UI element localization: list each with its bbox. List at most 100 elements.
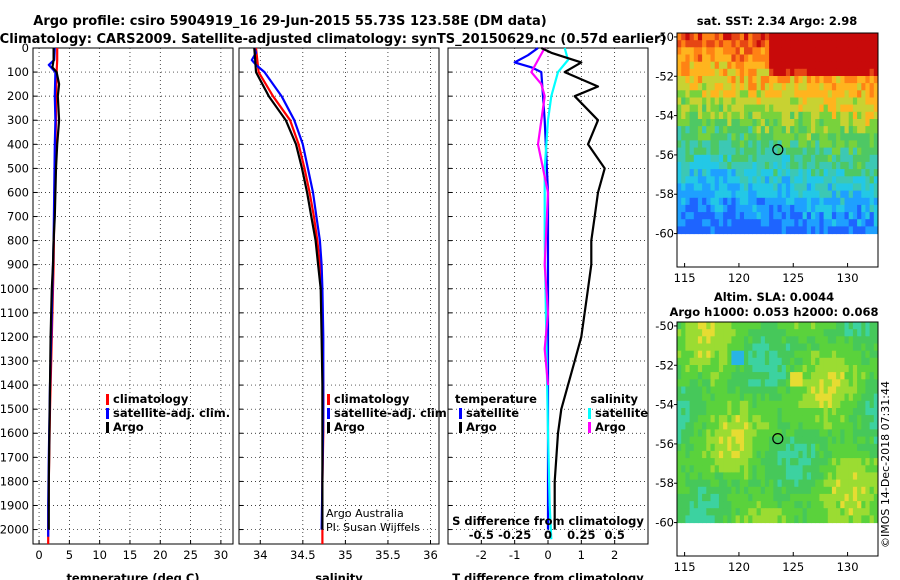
sla_map-cell	[760, 379, 766, 387]
sst_map-cell	[857, 119, 862, 127]
sla_map-cell	[840, 386, 845, 395]
sst_map-cell	[811, 226, 816, 235]
sla_map-cell	[756, 443, 762, 452]
sst_map-cell	[785, 176, 791, 184]
sst_map-cell	[785, 133, 791, 141]
sst_map-cell	[718, 204, 724, 213]
sst_map-cell	[811, 147, 816, 156]
sla_map-cell	[727, 443, 732, 452]
sst_map-cell	[731, 111, 737, 120]
sst_map-cell	[748, 40, 753, 48]
sst_map-cell	[748, 169, 753, 177]
sla_map-cell	[723, 429, 728, 438]
sst_map-cell	[873, 76, 879, 84]
sla_map-cell	[727, 329, 732, 337]
sst_map-cell	[831, 61, 837, 70]
sla_map-cell	[865, 336, 871, 344]
sla_map-cell	[756, 386, 762, 395]
sst_map-cell	[714, 176, 720, 184]
sla_map-ytick-label: -50	[655, 319, 674, 333]
sla_map-cell	[689, 386, 695, 395]
sst_map-cell	[723, 183, 728, 192]
temperature-xtick-label: 25	[183, 548, 198, 562]
sst_map-cell	[827, 90, 833, 98]
sst_map-cell	[827, 212, 833, 220]
sla_map-cell	[681, 458, 686, 466]
sst_map-cell	[681, 140, 686, 149]
sst_map-cell	[752, 33, 758, 41]
sst_map-cell	[731, 219, 737, 227]
sla_map-cell	[857, 515, 862, 524]
sla_map-cell	[744, 350, 749, 359]
sst_map-cell	[823, 133, 829, 141]
sst_map-cell	[748, 133, 753, 141]
sla_map-cell	[727, 465, 732, 473]
sla_map-cell	[677, 343, 682, 352]
sla_map-cell	[706, 493, 711, 502]
sst_map-cell	[693, 76, 699, 84]
sst_map-cell	[823, 147, 829, 156]
sst_map-cell	[710, 33, 716, 41]
sst_map-cell	[727, 33, 732, 41]
sst_map-cell	[689, 154, 695, 163]
sla_map-cell	[731, 472, 737, 481]
sla_map-cell	[764, 400, 770, 409]
sla_map-cell	[681, 479, 686, 488]
sla_map-cell	[840, 400, 845, 409]
sst_map-cell	[731, 40, 737, 48]
sst_map-cell	[714, 154, 720, 163]
sst_map-cell	[794, 76, 799, 84]
sst_map-cell	[802, 40, 808, 48]
sst_map-cell	[756, 104, 762, 113]
sst_map-cell	[836, 104, 841, 113]
sst_map-cell	[852, 83, 858, 91]
sst_map-cell	[785, 204, 791, 213]
sst_map-cell	[798, 226, 804, 235]
sst_map-cell	[790, 147, 795, 156]
sst_map-cell	[857, 169, 862, 177]
sla_map-cell	[731, 365, 737, 373]
sst_map-cell	[861, 204, 866, 213]
sla_map-cell	[861, 322, 866, 330]
sla_map-cell	[710, 486, 716, 495]
sla_map-cell	[702, 486, 707, 495]
sst_map-cell	[677, 140, 682, 149]
sst_map-cell	[739, 83, 745, 91]
sla_map-cell	[756, 493, 762, 502]
sst_map-cell	[769, 97, 774, 106]
sst_map-cell	[764, 212, 770, 220]
sst_map-cell	[714, 226, 720, 235]
sla_map-cell	[848, 400, 854, 409]
sst_map-xtick-label: 115	[674, 271, 696, 285]
sst_map-cell	[693, 212, 699, 220]
sst_map-cell	[777, 54, 783, 63]
sla_map-cell	[861, 443, 866, 452]
sla_map-cell	[819, 357, 825, 366]
sst_map-cell	[677, 61, 682, 70]
sst_map-cell	[718, 104, 724, 113]
sla_map-cell	[815, 372, 820, 380]
sla_map-cell	[827, 372, 833, 380]
sst_map-cell	[811, 68, 816, 77]
sla_map-cell	[773, 415, 778, 423]
sst_map-cell	[861, 76, 866, 84]
sst_map-cell	[802, 212, 808, 220]
sst_map-cell	[677, 133, 682, 141]
sla_map-cell	[702, 465, 707, 473]
sla_map-cell	[689, 493, 695, 502]
sst_map-cell	[836, 226, 841, 235]
sst_map-cell	[681, 147, 686, 156]
sla_map-cell	[689, 443, 695, 452]
sst_map-cell	[714, 147, 720, 156]
sst_map-cell	[710, 54, 716, 63]
sst_map-cell	[857, 47, 862, 55]
sla_map-cell	[727, 450, 732, 459]
sst_map-cell	[848, 212, 854, 220]
sla_map-cell	[857, 450, 862, 459]
sla_map-cell	[811, 350, 816, 359]
sst_map-cell	[702, 197, 707, 206]
sst_map-cell	[831, 161, 837, 170]
sla_map-cell	[702, 322, 707, 330]
sst_map-cell	[873, 104, 879, 113]
sla_map-cell	[794, 493, 799, 502]
